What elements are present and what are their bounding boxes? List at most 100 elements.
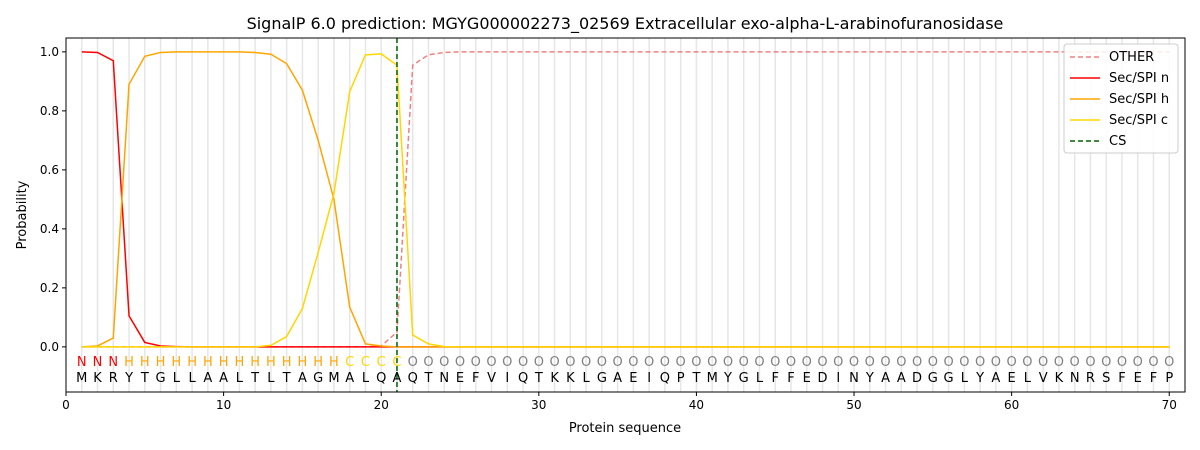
region-label: O bbox=[644, 355, 654, 370]
region-label: O bbox=[802, 355, 812, 370]
x-tick-label: 70 bbox=[1162, 398, 1177, 412]
region-label: H bbox=[219, 355, 229, 370]
x-axis-label: Protein sequence bbox=[569, 421, 681, 436]
region-label: O bbox=[1101, 355, 1111, 370]
region-label: N bbox=[108, 355, 118, 370]
series-line-sec-spi-c bbox=[81, 53, 1170, 348]
region-label: O bbox=[1148, 355, 1158, 370]
plot-frame bbox=[65, 37, 1186, 393]
legend-entry: Sec/SPI c bbox=[1109, 113, 1168, 128]
region-label: O bbox=[833, 355, 843, 370]
legend-entry: OTHER bbox=[1109, 50, 1154, 65]
region-label: N bbox=[93, 355, 103, 370]
region-label: H bbox=[234, 355, 244, 370]
region-label: O bbox=[849, 355, 859, 370]
region-label: C bbox=[361, 355, 370, 370]
region-label: O bbox=[770, 355, 780, 370]
region-label: H bbox=[203, 355, 213, 370]
region-label: C bbox=[377, 355, 386, 370]
legend-entry: Sec/SPI h bbox=[1109, 92, 1169, 107]
region-label: H bbox=[313, 355, 323, 370]
region-label: O bbox=[786, 355, 796, 370]
region-label: O bbox=[723, 355, 733, 370]
region-label: O bbox=[408, 355, 418, 370]
region-label: O bbox=[439, 355, 449, 370]
legend-entry: Sec/SPI n bbox=[1109, 71, 1169, 86]
region-label: O bbox=[1164, 355, 1174, 370]
x-tick-label: 60 bbox=[1004, 398, 1019, 412]
y-tick-label: 1.0 bbox=[40, 45, 59, 59]
y-axis-label: Probability bbox=[15, 180, 30, 249]
region-label: O bbox=[1022, 355, 1032, 370]
y-tick-label: 0.4 bbox=[40, 222, 59, 236]
region-label: O bbox=[628, 355, 638, 370]
region-label: O bbox=[1038, 355, 1048, 370]
legend: OTHER Sec/SPI n Sec/SPI h Sec/SPI c CS bbox=[1063, 43, 1179, 154]
region-label: O bbox=[707, 355, 717, 370]
region-label: O bbox=[991, 355, 1001, 370]
x-tick-label: 0 bbox=[62, 398, 70, 412]
region-label: O bbox=[486, 355, 496, 370]
y-tick-label: 0.0 bbox=[40, 340, 59, 354]
region-label: O bbox=[660, 355, 670, 370]
region-label: O bbox=[1117, 355, 1127, 370]
region-label: O bbox=[896, 355, 906, 370]
y-tick-label: 0.8 bbox=[40, 104, 59, 118]
x-tick-label: 20 bbox=[374, 398, 389, 412]
region-label: O bbox=[928, 355, 938, 370]
region-label: O bbox=[912, 355, 922, 370]
x-tick-label: 50 bbox=[846, 398, 861, 412]
region-label: O bbox=[1085, 355, 1095, 370]
chart-title: SignalP 6.0 prediction: MGYG000002273_02… bbox=[247, 14, 1004, 34]
x-tick-label: 30 bbox=[531, 398, 546, 412]
region-label: O bbox=[880, 355, 890, 370]
legend-box bbox=[1063, 43, 1179, 154]
region-label: H bbox=[250, 355, 260, 370]
region-label: O bbox=[865, 355, 875, 370]
legend-entry: CS bbox=[1109, 134, 1126, 149]
region-label: O bbox=[1133, 355, 1143, 370]
region-label: O bbox=[423, 355, 433, 370]
region-label: H bbox=[187, 355, 197, 370]
residue-sequence: MKRYTGLLAALTLTAGMALQAQTNEFVIQTKKLGAEIQPT… bbox=[76, 371, 1173, 386]
region-label: H bbox=[298, 355, 308, 370]
region-label: C bbox=[345, 355, 354, 370]
region-label: O bbox=[975, 355, 985, 370]
region-label: N bbox=[77, 355, 87, 370]
region-label: O bbox=[613, 355, 623, 370]
region-label: O bbox=[754, 355, 764, 370]
region-label: H bbox=[171, 355, 181, 370]
y-tick-label: 0.6 bbox=[40, 163, 59, 177]
region-label: H bbox=[156, 355, 166, 370]
region-label: O bbox=[1054, 355, 1064, 370]
region-label: C bbox=[392, 355, 401, 370]
region-label: O bbox=[549, 355, 559, 370]
region-label: O bbox=[1070, 355, 1080, 370]
series-line-sec-spi-h bbox=[81, 51, 1170, 348]
region-label: H bbox=[329, 355, 339, 370]
region-label: O bbox=[1007, 355, 1017, 370]
region-label: O bbox=[518, 355, 528, 370]
series-line-sec-spi-n bbox=[81, 51, 1170, 348]
region-label: O bbox=[817, 355, 827, 370]
region-label: O bbox=[471, 355, 481, 370]
region-label: O bbox=[943, 355, 953, 370]
region-label: H bbox=[124, 355, 134, 370]
region-label: O bbox=[691, 355, 701, 370]
x-tick-label: 40 bbox=[689, 398, 704, 412]
series-line-other bbox=[81, 51, 1170, 348]
region-label: O bbox=[534, 355, 544, 370]
region-label: O bbox=[565, 355, 575, 370]
region-label: O bbox=[959, 355, 969, 370]
y-tick-label: 0.2 bbox=[40, 281, 59, 295]
region-label: O bbox=[581, 355, 591, 370]
region-label: O bbox=[739, 355, 749, 370]
region-label: O bbox=[676, 355, 686, 370]
region-label: H bbox=[266, 355, 276, 370]
region-label: O bbox=[502, 355, 512, 370]
region-label: H bbox=[282, 355, 292, 370]
region-label: H bbox=[140, 355, 150, 370]
region-label: O bbox=[597, 355, 607, 370]
x-tick-label: 10 bbox=[216, 398, 231, 412]
